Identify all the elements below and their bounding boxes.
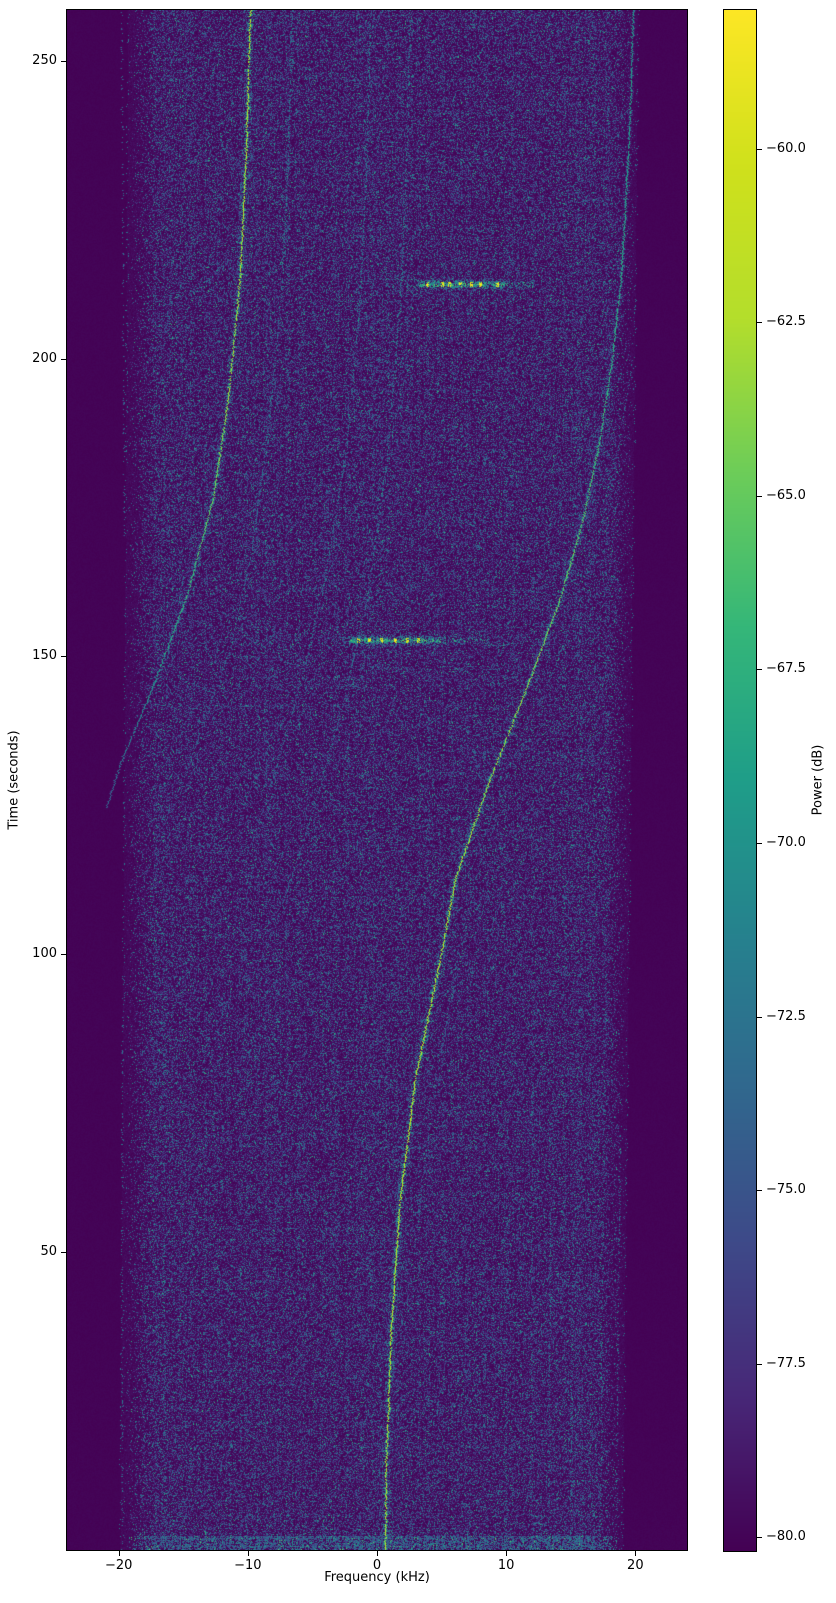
colorbar-tick-mark (757, 1190, 762, 1192)
colorbar-tick-mark (757, 1016, 762, 1018)
colorbar-tick-mark (757, 322, 762, 324)
colorbar-tick-label: −70.0 (766, 834, 806, 850)
colorbar-tick-label: −72.5 (766, 1008, 806, 1024)
x-tick-label: 20 (627, 1558, 644, 1573)
y-tick-label: 200 (32, 350, 57, 366)
colorbar-tick-mark (757, 495, 762, 497)
y-tick-mark (61, 656, 66, 658)
colorbar-tick-label: −67.5 (766, 661, 806, 677)
y-tick-label: 50 (40, 1244, 57, 1260)
y-tick-label: 150 (32, 648, 57, 664)
colorbar-tick-mark (757, 1537, 762, 1539)
y-tick-mark (61, 954, 66, 956)
y-axis-title: Time (seconds) (6, 730, 22, 830)
x-tick-mark (506, 1551, 508, 1556)
y-tick-mark (61, 358, 66, 360)
colorbar-tick-label: −75.0 (766, 1182, 806, 1198)
colorbar-tick-label: −62.5 (766, 314, 806, 330)
x-tick-label: −20 (104, 1558, 133, 1573)
x-tick-mark (377, 1551, 378, 1556)
x-tick-mark (118, 1551, 120, 1556)
x-tick-label: 0 (372, 1558, 382, 1573)
x-tick-label: 10 (497, 1558, 515, 1573)
x-tick-mark (635, 1551, 637, 1556)
colorbar-tick-mark (757, 842, 762, 844)
y-tick-label: 100 (32, 946, 57, 962)
colorbar-tick-label: −60.0 (766, 140, 806, 156)
y-tick-label: 250 (32, 52, 57, 68)
colorbar-tick-label: −80.0 (766, 1529, 806, 1545)
colorbar-tick-label: −65.0 (766, 487, 806, 503)
x-tick-label: −10 (234, 1558, 262, 1573)
x-tick-mark (247, 1551, 249, 1556)
colorbar (723, 9, 757, 1552)
colorbar-tick-mark (757, 148, 762, 150)
spectrogram-image (66, 9, 688, 1551)
y-tick-mark (61, 1252, 66, 1254)
colorbar-tick-label: −77.5 (766, 1355, 806, 1371)
colorbar-tick-mark (757, 669, 762, 671)
colorbar-title: Power (dB) (810, 744, 826, 816)
colorbar-tick-mark (757, 1363, 762, 1365)
y-tick-mark (61, 60, 66, 62)
x-axis-title: Frequency (kHz) (324, 1570, 430, 1585)
